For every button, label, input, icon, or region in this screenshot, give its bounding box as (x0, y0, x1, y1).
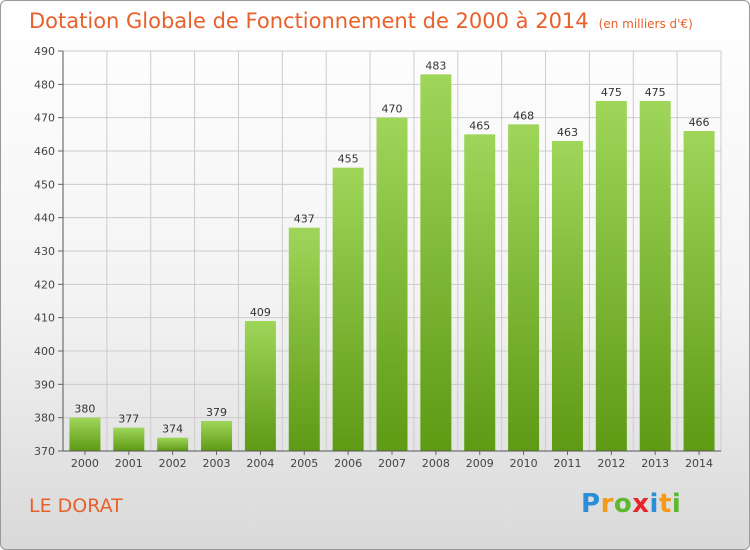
title-text: Dotation Globale de Fonctionnement de 20… (29, 9, 589, 33)
bar (420, 74, 452, 451)
y-tick-label: 420 (34, 278, 55, 291)
y-tick-label: 480 (34, 78, 55, 91)
proxiti-logo: Proxiti (581, 489, 681, 519)
data-label: 468 (513, 109, 534, 122)
city-name: LE DORAT (29, 495, 123, 517)
x-tick-label: 2007 (378, 457, 406, 470)
bar (244, 321, 276, 451)
logo-letter: t (658, 489, 672, 519)
y-tick-label: 440 (34, 212, 55, 225)
bar (508, 124, 540, 451)
data-label: 475 (645, 86, 666, 99)
bar (69, 417, 101, 451)
logo-letter: i (671, 489, 682, 519)
bar (113, 427, 145, 451)
data-label: 470 (382, 103, 403, 116)
logo-letter: r (600, 489, 614, 519)
y-tick-label: 470 (34, 112, 55, 125)
y-tick-label: 490 (34, 45, 55, 58)
bar (157, 437, 189, 451)
data-label: 483 (425, 59, 446, 72)
bar (464, 134, 496, 452)
data-label: 409 (250, 306, 271, 319)
x-tick-label: 2005 (290, 457, 318, 470)
data-label: 465 (469, 119, 490, 132)
logo-letter: x (632, 489, 650, 519)
x-tick-label: 2003 (203, 457, 231, 470)
bar (683, 131, 715, 451)
chart-title: Dotation Globale de Fonctionnement de 20… (29, 9, 693, 33)
x-tick-label: 2009 (466, 457, 494, 470)
logo-letter: o (613, 489, 633, 519)
x-tick-label: 2006 (334, 457, 362, 470)
data-label: 463 (557, 126, 578, 139)
x-tick-label: 2012 (597, 457, 625, 470)
data-label: 455 (338, 153, 359, 166)
x-tick-label: 2011 (553, 457, 581, 470)
x-tick-label: 2008 (422, 457, 450, 470)
x-tick-label: 2000 (71, 457, 99, 470)
x-tick-label: 2010 (510, 457, 538, 470)
logo-letter: P (581, 489, 601, 519)
y-tick-label: 410 (34, 312, 55, 325)
bar (639, 101, 671, 451)
unit-label: (en milliers d'€) (598, 17, 693, 31)
y-tick-label: 390 (34, 378, 55, 391)
bar (288, 227, 320, 451)
data-label: 475 (601, 86, 622, 99)
y-tick-label: 460 (34, 145, 55, 158)
x-tick-label: 2013 (641, 457, 669, 470)
data-label: 379 (206, 406, 227, 419)
data-label: 374 (162, 423, 183, 436)
bar (551, 141, 583, 451)
x-tick-label: 2014 (685, 457, 713, 470)
logo-letter: i (649, 489, 659, 519)
x-tick-label: 2001 (115, 457, 143, 470)
x-tick-label: 2004 (246, 457, 274, 470)
bar (595, 101, 627, 451)
bar (332, 167, 364, 451)
data-label: 377 (118, 413, 139, 426)
data-label: 437 (294, 213, 315, 226)
bar (376, 117, 408, 452)
y-tick-label: 370 (34, 445, 55, 458)
bars: 380 377 374 379 409 437 455 470 483 465 468 463 475 4… (69, 59, 715, 452)
data-label: 380 (74, 403, 95, 416)
y-tick-label: 400 (34, 345, 55, 358)
data-label: 466 (689, 116, 710, 129)
y-tick-label: 380 (34, 412, 55, 425)
bar (201, 421, 233, 451)
axes: 370 380 390 400 410 420 430 440 450 460 470 480 490 2… (34, 45, 721, 470)
x-tick-label: 2002 (159, 457, 187, 470)
y-tick-label: 430 (34, 245, 55, 258)
y-tick-label: 450 (34, 178, 55, 191)
